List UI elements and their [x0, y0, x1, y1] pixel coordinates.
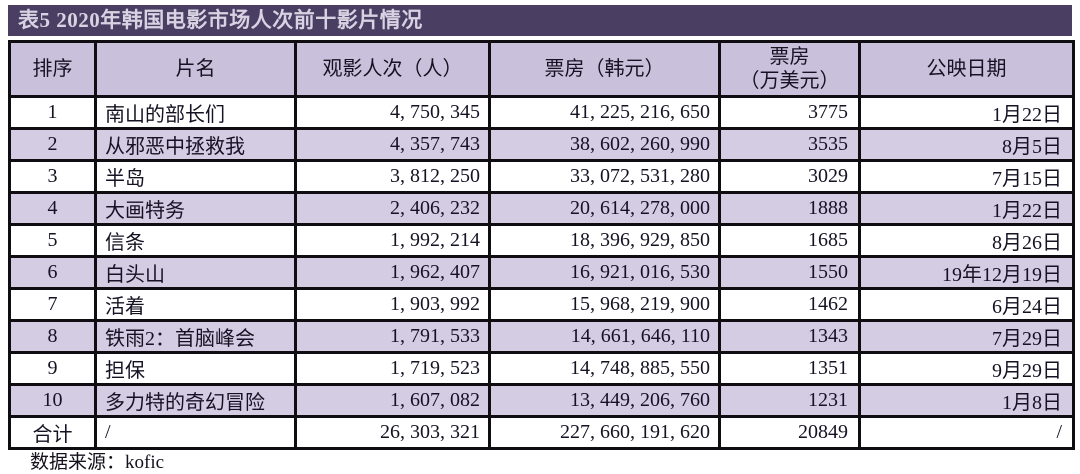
table-title: 表5 2020年韩国电影市场人次前十影片情况 [8, 5, 1072, 36]
table-cell: / [858, 415, 1075, 450]
table-cell: 1685 [718, 223, 861, 258]
table-cell: 1351 [718, 351, 861, 386]
table-cell: 半岛 [94, 159, 297, 194]
table-row: 3 半岛 3, 812, 250 33, 072, 531, 280 3029 7月15日 [8, 159, 1075, 194]
table-header-row: 排序 片名 观影人次（人） 票房（韩元） 票房 （万美元） 公映日期 [8, 40, 1075, 98]
col-header-film-title: 片名 [94, 40, 297, 98]
table-row: 5 信条 1, 992, 214 18, 396, 929, 850 1685 8月26日 [8, 223, 1075, 258]
table-cell: 1, 903, 992 [294, 287, 491, 322]
table-row: 9 担保 1, 719, 523 14, 748, 885, 550 1351 9月29日 [8, 351, 1075, 386]
table-cell: 3535 [718, 127, 861, 162]
table-cell: 20849 [718, 415, 861, 450]
table-cell: 1, 607, 082 [294, 383, 491, 418]
table-cell: 7月29日 [858, 319, 1075, 354]
col-header-boxoffice-usd: 票房 （万美元） [718, 40, 861, 98]
table-cell: 20, 614, 278, 000 [488, 191, 721, 226]
col-header-rank: 排序 [8, 40, 97, 98]
table-cell: 6 [8, 255, 97, 290]
table-cell: 227, 660, 191, 620 [488, 415, 721, 450]
table-cell: 5 [8, 223, 97, 258]
table-body: 1 南山的部长们 4, 750, 345 41, 225, 216, 650 3775 1… [8, 95, 1075, 450]
table-cell: 7月15日 [858, 159, 1075, 194]
table-cell: 1231 [718, 383, 861, 418]
col-header-boxoffice-usd-line1: 票房 [769, 46, 810, 68]
film-ranking-table: 排序 片名 观影人次（人） 票房（韩元） 票房 （万美元） 公映日期 1 南山的部… [8, 40, 1075, 450]
table-cell: 2 [8, 127, 97, 162]
table-cell: 多力特的奇幻冒险 [94, 383, 297, 418]
table-cell: 41, 225, 216, 650 [488, 95, 721, 130]
table-cell: 3775 [718, 95, 861, 130]
table-cell: 4 [8, 191, 97, 226]
table-cell: 白头山 [94, 255, 297, 290]
data-source-note: 数据来源：kofic [30, 452, 165, 473]
table-cell: 1月22日 [858, 95, 1075, 130]
table-cell: 南山的部长们 [94, 95, 297, 130]
col-header-release-date: 公映日期 [858, 40, 1075, 98]
table-cell: 13, 449, 206, 760 [488, 383, 721, 418]
table-cell: 担保 [94, 351, 297, 386]
table-cell: 大画特务 [94, 191, 297, 226]
table-cell: 9月29日 [858, 351, 1075, 386]
table-cell: 4, 750, 345 [294, 95, 491, 130]
table-cell: 14, 748, 885, 550 [488, 351, 721, 386]
table-cell: 1月8日 [858, 383, 1075, 418]
table-cell: 19年12月19日 [858, 255, 1075, 290]
table-row: 4 大画特务 2, 406, 232 20, 614, 278, 000 1888 1月2… [8, 191, 1075, 226]
table-cell: 7 [8, 287, 97, 322]
table-cell: 1, 791, 533 [294, 319, 491, 354]
table-cell: 3029 [718, 159, 861, 194]
table-cell: 1888 [718, 191, 861, 226]
table-cell: 合计 [8, 415, 97, 450]
table-cell: 1462 [718, 287, 861, 322]
col-header-admissions: 观影人次（人） [294, 40, 491, 98]
table-cell: 26, 303, 321 [294, 415, 491, 450]
table-row: 8 铁雨2：首脑峰会 1, 791, 533 14, 661, 646, 110 134… [8, 319, 1075, 354]
table-cell: 33, 072, 531, 280 [488, 159, 721, 194]
table-cell: 铁雨2：首脑峰会 [94, 319, 297, 354]
table-cell: 3, 812, 250 [294, 159, 491, 194]
table-cell: 4, 357, 743 [294, 127, 491, 162]
table-cell: 1, 962, 407 [294, 255, 491, 290]
table-cell: / [94, 415, 297, 450]
table-cell: 16, 921, 016, 530 [488, 255, 721, 290]
table-cell: 3 [8, 159, 97, 194]
table-cell: 1 [8, 95, 97, 130]
table-row: 1 南山的部长们 4, 750, 345 41, 225, 216, 650 3775 1… [8, 95, 1075, 130]
table-row: 6 白头山 1, 962, 407 16, 921, 016, 530 1550 19年1… [8, 255, 1075, 290]
table-cell: 从邪恶中拯救我 [94, 127, 297, 162]
table-cell: 1月22日 [858, 191, 1075, 226]
table-cell: 18, 396, 929, 850 [488, 223, 721, 258]
col-header-boxoffice-usd-line2: （万美元） [739, 70, 840, 92]
table-row: 2 从邪恶中拯救我 4, 357, 743 38, 602, 260, 990 3535… [8, 127, 1075, 162]
table-row: 7 活着 1, 903, 992 15, 968, 219, 900 1462 6月24日 [8, 287, 1075, 322]
table-cell: 1550 [718, 255, 861, 290]
table-cell: 38, 602, 260, 990 [488, 127, 721, 162]
table-cell: 活着 [94, 287, 297, 322]
table-cell: 1, 719, 523 [294, 351, 491, 386]
table-cell: 1, 992, 214 [294, 223, 491, 258]
table-cell: 15, 968, 219, 900 [488, 287, 721, 322]
table-cell: 14, 661, 646, 110 [488, 319, 721, 354]
table-row: 10 多力特的奇幻冒险 1, 607, 082 13, 449, 206, 760 12… [8, 383, 1075, 418]
col-header-boxoffice-krw: 票房（韩元） [488, 40, 721, 98]
table-cell: 10 [8, 383, 97, 418]
table-cell: 1343 [718, 319, 861, 354]
table-cell: 8 [8, 319, 97, 354]
table-cell: 6月24日 [858, 287, 1075, 322]
total-row: 合计/26, 303, 321 227, 660, 191, 620 20849/ [8, 415, 1075, 450]
table-cell: 8月26日 [858, 223, 1075, 258]
table-cell: 信条 [94, 223, 297, 258]
table-cell: 2, 406, 232 [294, 191, 491, 226]
table-cell: 8月5日 [858, 127, 1075, 162]
table-cell: 9 [8, 351, 97, 386]
